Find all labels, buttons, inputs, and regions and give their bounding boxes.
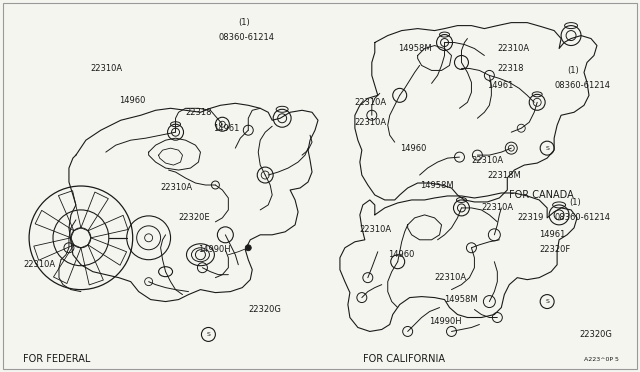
Text: 14960: 14960 [400, 144, 426, 153]
Text: S: S [545, 299, 549, 304]
Text: 22310A: 22310A [161, 183, 193, 192]
Text: 22310A: 22310A [360, 225, 392, 234]
Text: 22310A: 22310A [91, 64, 123, 73]
Text: 22310A: 22310A [497, 44, 529, 53]
Text: 14990H: 14990H [429, 317, 462, 326]
Text: FOR FEDERAL: FOR FEDERAL [23, 355, 90, 364]
Text: 22310A: 22310A [481, 203, 513, 212]
Text: 14958M: 14958M [397, 44, 431, 53]
Text: 22318: 22318 [497, 64, 524, 73]
Text: (1): (1) [569, 198, 581, 208]
Text: 08360-61214: 08360-61214 [554, 81, 610, 90]
Text: 22319: 22319 [517, 214, 543, 222]
Circle shape [245, 245, 252, 251]
Text: 22310A: 22310A [355, 98, 387, 107]
Text: 14961: 14961 [488, 81, 514, 90]
Text: 22310A: 22310A [435, 273, 467, 282]
Text: (1): (1) [567, 66, 579, 75]
Text: 14990H: 14990H [198, 245, 231, 254]
Text: 22320E: 22320E [179, 214, 210, 222]
Text: 22320G: 22320G [579, 330, 612, 339]
Text: 14960: 14960 [119, 96, 145, 105]
Text: 22318M: 22318M [488, 170, 521, 180]
Text: 14961: 14961 [539, 230, 566, 239]
Text: 14958M: 14958M [420, 180, 453, 189]
Text: 22310A: 22310A [472, 155, 504, 164]
Text: 14960: 14960 [388, 250, 414, 259]
Text: (1): (1) [238, 18, 250, 27]
Text: 22320G: 22320G [248, 305, 281, 314]
Text: 22310A: 22310A [23, 260, 55, 269]
Text: FOR CALIFORNIA: FOR CALIFORNIA [363, 355, 445, 364]
Text: 08360-61214: 08360-61214 [554, 214, 610, 222]
Text: 08360-61214: 08360-61214 [218, 33, 275, 42]
Text: 14961: 14961 [213, 124, 240, 133]
Text: 22310A: 22310A [355, 118, 387, 127]
Text: 14958M: 14958M [445, 295, 478, 304]
Text: S: S [545, 146, 549, 151]
Text: 22318: 22318 [186, 108, 212, 117]
Text: FOR CANADA: FOR CANADA [509, 190, 574, 200]
Text: S: S [207, 332, 211, 337]
Text: 22320F: 22320F [539, 245, 570, 254]
Text: A223^0P 5: A223^0P 5 [584, 357, 619, 362]
